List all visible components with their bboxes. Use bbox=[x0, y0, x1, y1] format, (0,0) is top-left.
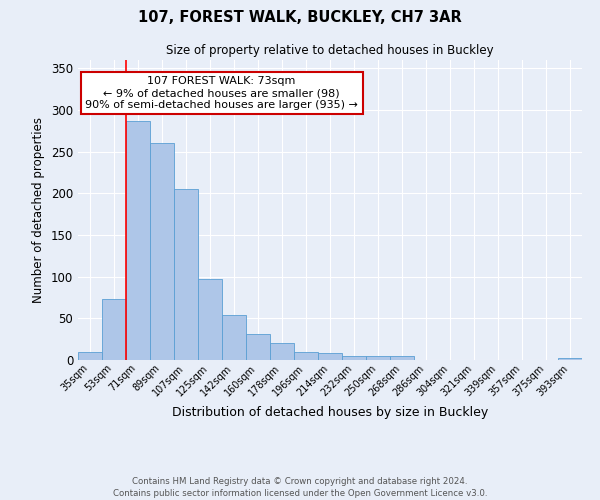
Text: 107 FOREST WALK: 73sqm
← 9% of detached houses are smaller (98)
90% of semi-deta: 107 FOREST WALK: 73sqm ← 9% of detached … bbox=[85, 76, 358, 110]
Bar bbox=[198, 279, 222, 360]
Text: Contains HM Land Registry data © Crown copyright and database right 2024.
Contai: Contains HM Land Registry data © Crown c… bbox=[113, 476, 487, 498]
Bar bbox=[294, 352, 318, 360]
X-axis label: Distribution of detached houses by size in Buckley: Distribution of detached houses by size … bbox=[172, 406, 488, 419]
Bar bbox=[246, 334, 270, 360]
Bar bbox=[558, 358, 582, 360]
Bar bbox=[390, 356, 414, 360]
Text: 107, FOREST WALK, BUCKLEY, CH7 3AR: 107, FOREST WALK, BUCKLEY, CH7 3AR bbox=[138, 10, 462, 25]
Bar bbox=[150, 144, 174, 360]
Bar bbox=[222, 315, 246, 360]
Bar bbox=[126, 121, 150, 360]
Y-axis label: Number of detached properties: Number of detached properties bbox=[32, 117, 46, 303]
Bar bbox=[102, 299, 126, 360]
Bar bbox=[78, 352, 102, 360]
Bar bbox=[366, 356, 390, 360]
Bar bbox=[318, 354, 342, 360]
Bar bbox=[174, 189, 198, 360]
Title: Size of property relative to detached houses in Buckley: Size of property relative to detached ho… bbox=[166, 44, 494, 58]
Bar bbox=[342, 356, 366, 360]
Bar bbox=[270, 342, 294, 360]
